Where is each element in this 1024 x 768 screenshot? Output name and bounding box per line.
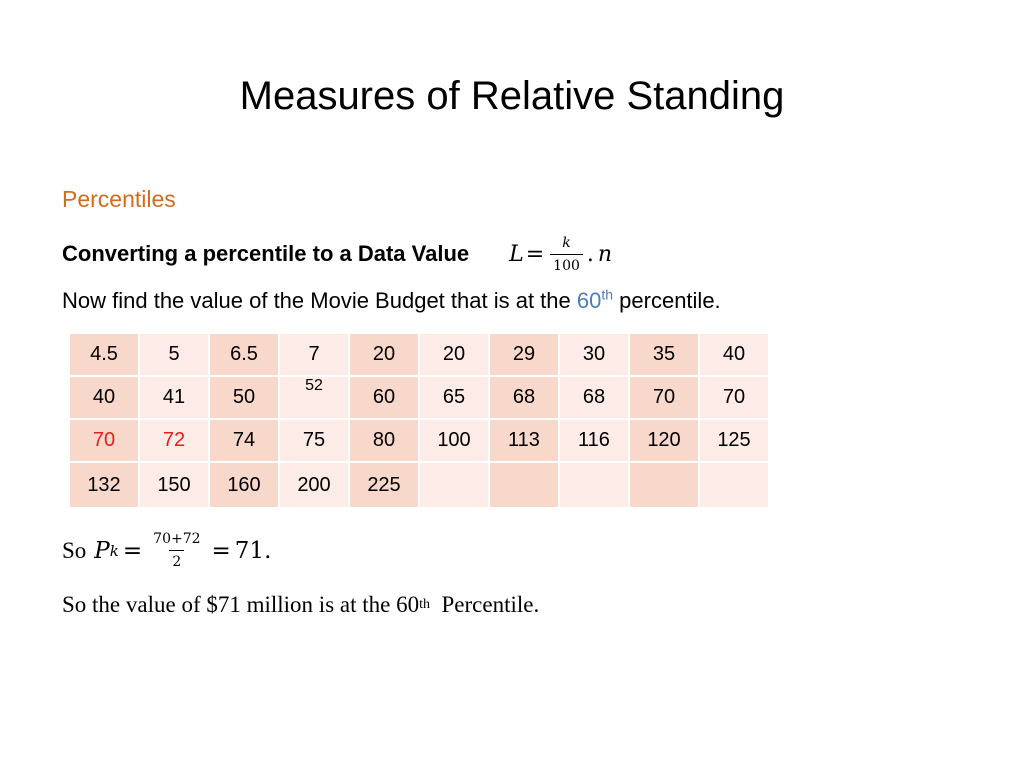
conclusion-line: So the value of $71 million is at the 60…: [62, 592, 540, 617]
table-cell: 150: [138, 461, 210, 509]
table-cell: 40: [698, 332, 770, 377]
result-p: P: [94, 537, 110, 564]
movie-budget-table: 4.5 5 6.5 7 20 20 29 30 35 40 40 41 50 52 60 65 68 68 70 70…: [68, 332, 770, 509]
table-cell: 30: [558, 332, 630, 377]
table-row: 132 150 160 200 225: [68, 461, 770, 509]
slide-title: Measures of Relative Standing: [239, 74, 785, 118]
subtitle-percentiles: Percentiles: [62, 186, 176, 212]
table-row: 70 72 74 75 80 100 113 116 120 125: [68, 418, 770, 463]
table-cell: 5: [138, 332, 210, 377]
formula-numerator: k: [562, 234, 571, 251]
conclusion-before: So the value of $71 million is at the 60: [62, 592, 420, 617]
formula-dot: .: [586, 241, 594, 267]
table-cell: 72: [138, 418, 210, 463]
formula-lhs: L: [509, 241, 524, 267]
table-cell: 120: [628, 418, 700, 463]
result-denominator: 2: [169, 550, 185, 571]
table-cell: 20: [418, 332, 490, 377]
formula-equals: =: [525, 241, 545, 267]
table-cell: 68: [558, 375, 630, 420]
table-cell: 113: [488, 418, 560, 463]
table-cell: 200: [278, 461, 350, 509]
table-cell: 116: [558, 418, 630, 463]
table-cell: 74: [208, 418, 280, 463]
conclusion-after: Percentile.: [430, 592, 540, 617]
table-cell: [558, 461, 630, 509]
table-cell: 125: [698, 418, 770, 463]
table-row: 4.5 5 6.5 7 20 20 29 30 35 40: [68, 332, 770, 377]
table-cell: 65: [418, 375, 490, 420]
table-cell: 70: [698, 375, 770, 420]
table-cell: 20: [348, 332, 420, 377]
table-cell: 132: [68, 461, 140, 509]
table-cell: 29: [488, 332, 560, 377]
formula-fraction: k 100: [550, 234, 583, 275]
table-cell: [488, 461, 560, 509]
result-fraction: 70+72 2: [150, 530, 203, 571]
result-equals-2: =: [211, 537, 231, 564]
table-cell: [698, 461, 770, 509]
table-cell: 52: [278, 375, 350, 420]
table-cell: 68: [488, 375, 560, 420]
question-percent: 60: [576, 288, 602, 313]
question-sup: th: [601, 286, 614, 303]
table-cell: 60: [348, 375, 420, 420]
table-cell: 100: [418, 418, 490, 463]
table-cell: 6.5: [208, 332, 280, 377]
table-cell: 160: [208, 461, 280, 509]
table-cell: [418, 461, 490, 509]
table-cell: 70: [68, 418, 140, 463]
table-cell: 40: [68, 375, 140, 420]
percentile-location-formula: L = k 100 . n: [509, 234, 612, 275]
result-sub: k: [109, 541, 119, 560]
question-before: Now find the value of the Movie Budget t…: [62, 288, 577, 313]
table-cell: [628, 461, 700, 509]
table-cell: 50: [208, 375, 280, 420]
result-numerator: 70+72: [153, 531, 201, 547]
table-cell: 41: [138, 375, 210, 420]
table-cell: 70: [628, 375, 700, 420]
formula-var: n: [597, 241, 613, 267]
result-equals: =: [122, 537, 143, 564]
table-cell: 35: [628, 332, 700, 377]
result-value: 71.: [234, 537, 272, 564]
question-after: percentile.: [613, 288, 721, 313]
table-cell: 80: [348, 418, 420, 463]
question-line: Now find the value of the Movie Budget t…: [62, 288, 721, 314]
table-cell: 225: [348, 461, 420, 509]
formula-denominator: 100: [550, 253, 583, 275]
heading-line: Converting a percentile to a Data Value …: [62, 226, 612, 282]
heading-text: Converting a percentile to a Data Value: [62, 241, 470, 266]
result-so: So: [62, 537, 87, 563]
table-cell: 75: [278, 418, 350, 463]
table-cell: 7: [278, 332, 350, 377]
table-row: 40 41 50 52 60 65 68 68 70 70: [68, 375, 770, 420]
table-cell: 4.5: [68, 332, 140, 377]
